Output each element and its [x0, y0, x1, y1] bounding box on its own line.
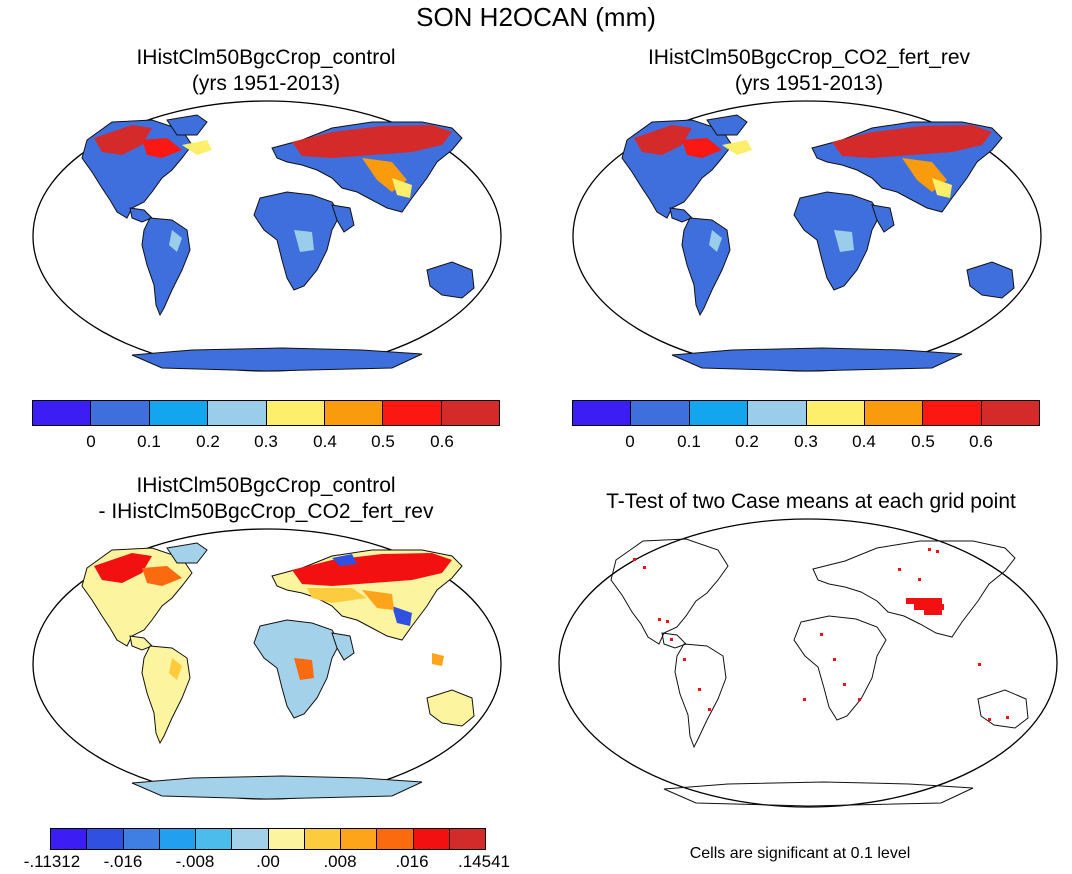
- colorbar-control-label: 0.4: [313, 432, 337, 451]
- figure-title: SON H2OCAN (mm): [416, 2, 656, 32]
- colorbar-swatch: [805, 400, 864, 426]
- colorbar-swatch: [265, 400, 324, 426]
- panel-control-subtitle: (yrs 1951-2013): [191, 72, 341, 95]
- colorbar-swatch: [376, 828, 413, 850]
- colorbar-swatch: [267, 828, 304, 850]
- colorbar-swatch: [158, 828, 195, 850]
- colorbar-diff-label: .14541: [458, 852, 510, 871]
- colorbar-swatch: [863, 400, 923, 426]
- colorbar-swatch: [340, 828, 377, 850]
- colorbar-diff-label: .016: [395, 852, 429, 871]
- colorbar-diff-label: -.016: [103, 852, 143, 871]
- map-ttest: [558, 518, 1058, 808]
- panel-diff-title: IHistClm50BgcCrop_control: [136, 474, 396, 497]
- colorbar-co2-label: 0: [625, 432, 635, 451]
- colorbar-swatch: [382, 400, 441, 426]
- colorbar-swatch: [323, 400, 383, 426]
- colorbar-co2-label: 0.3: [794, 432, 818, 451]
- colorbar-diff-label: -.008: [175, 852, 215, 871]
- colorbar-swatch: [32, 400, 91, 426]
- colorbar-co2-label: 0.4: [852, 432, 876, 451]
- map-panel-ttest: [558, 518, 1058, 808]
- map-panel-control: [32, 100, 502, 372]
- colorbar-diff-label: -.11312: [23, 852, 81, 871]
- colorbar-co2: [572, 400, 1040, 426]
- colorbar-swatch: [922, 400, 981, 426]
- colorbar-control-label: 0: [86, 432, 96, 451]
- colorbar-swatch: [122, 828, 159, 850]
- colorbar-co2-label: 0.6: [969, 432, 993, 451]
- colorbar-co2-label: 0.5: [911, 432, 935, 451]
- colorbar-control-label: 0.5: [371, 432, 395, 451]
- colorbar-co2-label: 0.2: [735, 432, 759, 451]
- panel-co2-title: IHistClm50BgcCrop_CO2_fert_rev: [647, 46, 971, 69]
- colorbar-swatch: [630, 400, 689, 426]
- colorbar-diff-label: .00: [256, 852, 280, 871]
- map-diff: [32, 528, 502, 800]
- colorbar-swatch: [50, 828, 87, 850]
- colorbar-swatch: [412, 828, 449, 850]
- colorbar-swatch: [448, 828, 486, 850]
- colorbar-swatch: [90, 400, 149, 426]
- map-panel-co2: [572, 100, 1042, 372]
- panel-co2-subtitle: (yrs 1951-2013): [734, 72, 884, 95]
- colorbar-swatch: [207, 400, 266, 426]
- colorbar-control: [32, 400, 500, 426]
- colorbar-swatch: [86, 828, 123, 850]
- significance-note: Cells are significant at 0.1 level: [689, 845, 911, 862]
- colorbar-swatch: [231, 828, 268, 850]
- colorbar-diff-label: .008: [323, 852, 357, 871]
- colorbar-swatch: [303, 828, 340, 850]
- map-panel-diff: [32, 528, 502, 800]
- panel-diff-subtitle: - IHistClm50BgcCrop_CO2_fert_rev: [98, 500, 434, 523]
- colorbar-control-label: 0.3: [254, 432, 278, 451]
- colorbar-swatch: [688, 400, 748, 426]
- colorbar-swatch: [195, 828, 232, 850]
- colorbar-control-label: 0.2: [196, 432, 220, 451]
- colorbar-swatch: [572, 400, 631, 426]
- colorbar-diff: [50, 828, 486, 850]
- colorbar-swatch: [747, 400, 806, 426]
- colorbar-co2-label: 0.1: [677, 432, 701, 451]
- map-control: [32, 100, 502, 372]
- colorbar-control-label: 0.1: [137, 432, 161, 451]
- map-co2: [572, 100, 1042, 372]
- colorbar-swatch: [440, 400, 500, 426]
- colorbar-swatch: [148, 400, 208, 426]
- colorbar-control-label: 0.6: [430, 432, 454, 451]
- panel-ttest-title: T-Test of two Case means at each grid po…: [606, 490, 1016, 513]
- panel-control-title: IHistClm50BgcCrop_control: [136, 46, 396, 69]
- colorbar-swatch: [980, 400, 1040, 426]
